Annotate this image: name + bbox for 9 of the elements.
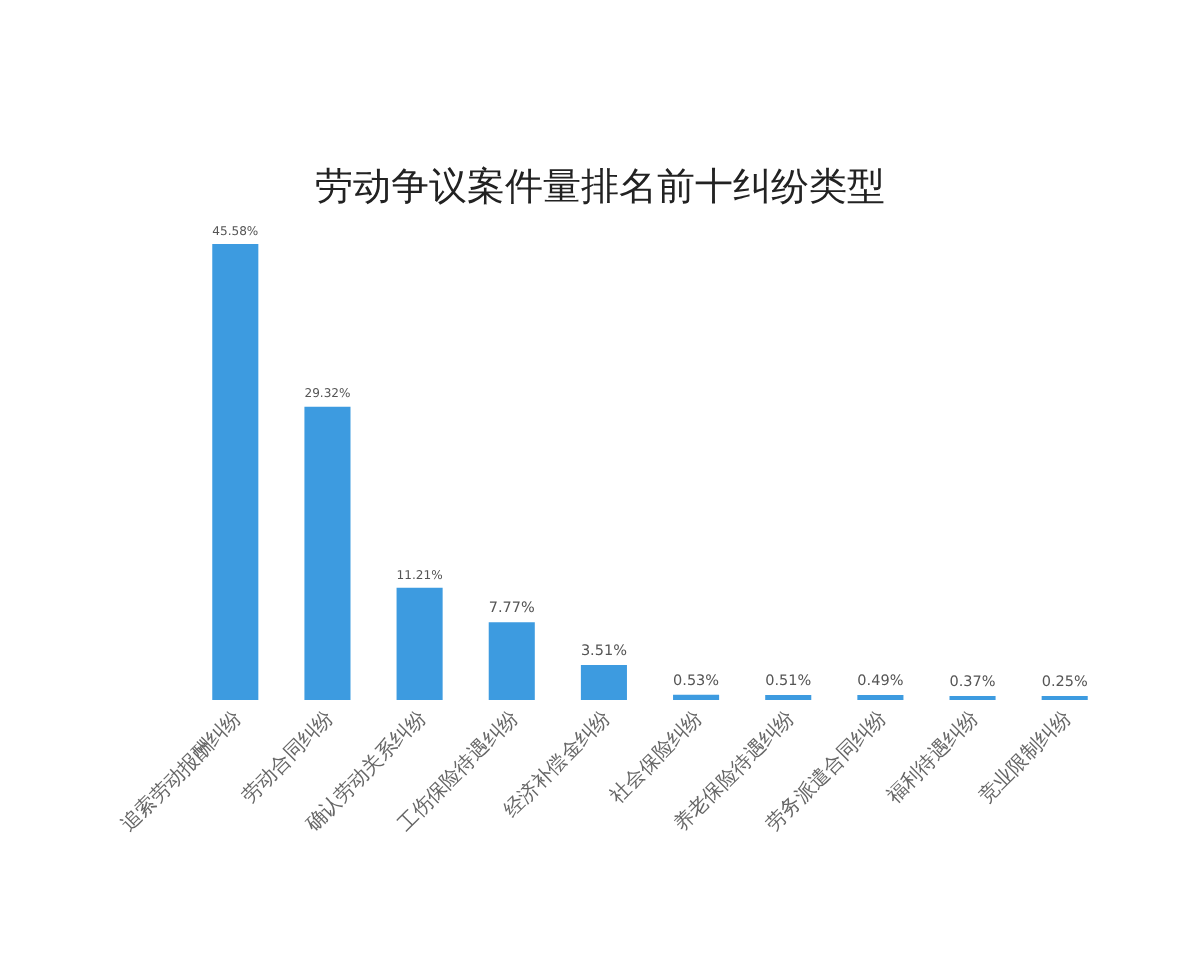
bar <box>580 664 627 700</box>
chart-title: 劳动争议案件量排名前十纠纷类型 <box>315 165 885 210</box>
bar <box>673 694 720 700</box>
bar <box>396 587 443 700</box>
bar <box>304 406 351 700</box>
x-tick-label: 竞业限制纠纷 <box>974 706 1077 809</box>
bar <box>765 694 812 700</box>
bar <box>212 244 259 700</box>
bar <box>488 622 535 700</box>
